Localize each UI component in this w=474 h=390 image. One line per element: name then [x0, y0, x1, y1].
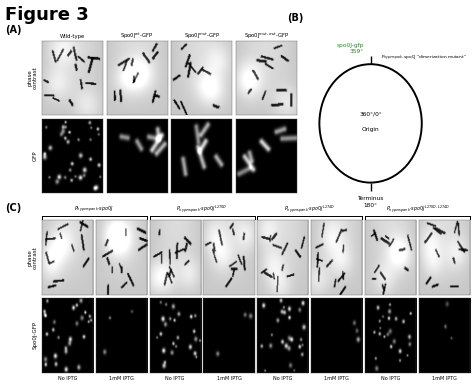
Text: GFP: GFP — [33, 151, 38, 161]
Text: (B): (B) — [287, 13, 303, 23]
Text: No IPTG: No IPTG — [57, 376, 77, 381]
Title: Spo0J$^{mut,mut}$-GFP: Spo0J$^{mut,mut}$-GFP — [244, 31, 289, 41]
Text: Terminus
180°: Terminus 180° — [357, 196, 384, 207]
Text: 1mM IPTG: 1mM IPTG — [324, 376, 349, 381]
Text: P$_{hyperspank}$-$spo0J^{L270D,L274D}$: P$_{hyperspank}$-$spo0J^{L270D,L274D}$ — [386, 204, 450, 215]
Text: P$_{hyperspank}$-spo0J "dimerization mutant": P$_{hyperspank}$-spo0J "dimerization mut… — [381, 53, 466, 62]
Text: Spo0J-GFP: Spo0J-GFP — [33, 321, 38, 349]
Text: No IPTG: No IPTG — [165, 376, 185, 381]
Text: No IPTG: No IPTG — [381, 376, 401, 381]
Title: Wild-type: Wild-type — [60, 34, 85, 39]
Text: spo0J-gfp
359°: spo0J-gfp 359° — [336, 43, 364, 54]
Text: Figure 3: Figure 3 — [5, 6, 89, 24]
Title: Spo0J$^{mut}$-GFP: Spo0J$^{mut}$-GFP — [183, 31, 220, 41]
Text: 360°/0°: 360°/0° — [359, 112, 382, 117]
Text: P$_{hyperspank}$-$spo0J$: P$_{hyperspank}$-$spo0J$ — [74, 205, 114, 215]
Text: 1mM IPTG: 1mM IPTG — [217, 376, 241, 381]
Text: 1mM IPTG: 1mM IPTG — [109, 376, 134, 381]
Text: P$_{hyperspank}$-$spo0J^{L274D}$: P$_{hyperspank}$-$spo0J^{L274D}$ — [284, 204, 336, 215]
Text: (C): (C) — [5, 202, 21, 213]
Text: Origin: Origin — [362, 127, 379, 132]
Text: phase
contrast: phase contrast — [27, 246, 38, 269]
Text: phase
contrast: phase contrast — [27, 67, 38, 89]
Title: Spo0J$^{wt}$-GFP: Spo0J$^{wt}$-GFP — [120, 31, 154, 41]
Text: (A): (A) — [5, 25, 21, 35]
Text: No IPTG: No IPTG — [273, 376, 292, 381]
Text: 1mM IPTG: 1mM IPTG — [432, 376, 457, 381]
Text: P$_{hyperspank}$-$spo0J^{L270D}$: P$_{hyperspank}$-$spo0J^{L270D}$ — [176, 204, 228, 215]
